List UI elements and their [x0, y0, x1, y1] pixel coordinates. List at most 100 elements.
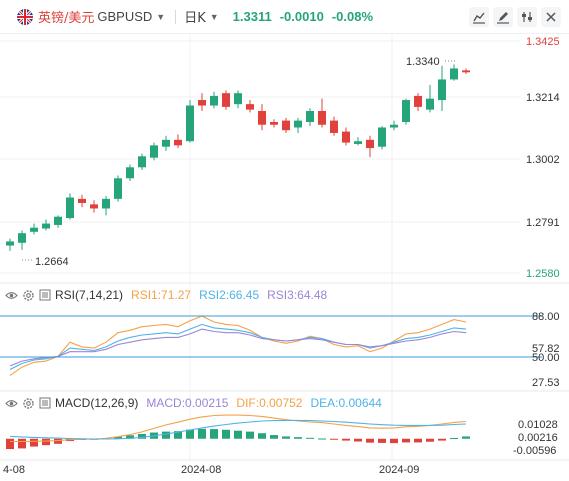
divider	[175, 9, 177, 24]
dea-line	[9, 419, 467, 440]
date-axis-label: 2024-08	[181, 464, 221, 476]
candle-body	[402, 100, 410, 122]
candle-body	[450, 68, 458, 80]
macd-histogram-bar	[234, 430, 242, 439]
candle-body	[390, 124, 398, 128]
candle-body	[18, 233, 26, 243]
price-axis-label: 1.3214	[526, 92, 560, 104]
settings-sliders-icon	[522, 12, 532, 22]
macd-axis-label: 0.01028	[518, 419, 558, 431]
candle-body	[174, 139, 182, 146]
price-change: -0.0010	[279, 9, 324, 24]
macd-histogram-bar	[198, 428, 206, 439]
rsi-axis-label: 27.53	[532, 377, 560, 389]
macd-value: MACD:0.00215	[146, 396, 229, 410]
chevron-down-icon: ▼	[209, 11, 219, 22]
symbol-selector[interactable]: 英镑/美元 GBPUSD ▼	[0, 0, 165, 34]
candle-body	[378, 127, 386, 147]
macd-histogram-bar	[438, 438, 446, 441]
last-price: 1.3311	[232, 9, 272, 24]
candle-body	[282, 120, 290, 131]
toolbar-actions	[469, 7, 561, 27]
macd-histogram-bar	[414, 438, 422, 443]
candle-body	[78, 198, 86, 203]
macd-histogram-bar	[450, 438, 458, 440]
candle-body	[186, 105, 194, 142]
date-axis-label: 2024-09	[379, 464, 419, 476]
macd-label: MACD(12,26,9)	[55, 396, 139, 410]
draw-tool-button[interactable]	[493, 7, 513, 27]
rsi3-value: RSI3:64.48	[267, 288, 328, 302]
rsi-axis-label: 88.00	[532, 311, 560, 323]
candle-body	[318, 111, 326, 125]
indicator-list-icon[interactable]	[38, 288, 52, 302]
rsi-axis-label: 57.82	[532, 343, 560, 355]
macd-histogram-bar	[186, 429, 194, 439]
macd-histogram-bar	[18, 438, 26, 449]
macd-histogram-bar	[162, 431, 170, 439]
macd-histogram-bar	[366, 438, 374, 443]
candle-body	[114, 178, 122, 199]
candle-body	[90, 204, 98, 209]
candle-body	[138, 156, 146, 168]
price-axis-label: 1.3002	[526, 154, 560, 166]
macd-histogram-bar	[402, 438, 410, 443]
macd-histogram-bar	[222, 429, 230, 439]
period-selector[interactable]: 日K ▼	[184, 7, 218, 26]
symbol-name: 英镑/美元	[38, 11, 95, 26]
close-icon	[546, 12, 556, 22]
candle-body	[426, 98, 434, 110]
rsi-header: RSI(7,14,21) RSI1:71.27 RSI2:66.45 RSI3:…	[4, 288, 335, 302]
macd-histogram-bar	[54, 438, 62, 444]
symbol-code: GBPUSD	[97, 9, 153, 24]
rsi-line	[9, 328, 467, 367]
macd-histogram-bar	[114, 436, 122, 439]
macd-axis-label: -0.00596	[513, 445, 556, 457]
candle-body	[162, 139, 170, 147]
indicator-list-icon[interactable]	[38, 396, 52, 410]
gear-icon[interactable]	[21, 396, 35, 410]
line-icon	[473, 12, 485, 24]
macd-histogram-bar	[282, 436, 290, 439]
candle-body	[102, 198, 110, 209]
candle-body	[366, 139, 374, 149]
period-label: 日K	[184, 11, 206, 26]
candle-body	[30, 227, 38, 232]
macd-axis-label: 0.00216	[518, 432, 558, 444]
indicator-settings-button[interactable]	[517, 7, 537, 27]
macd-histogram-bar	[126, 435, 134, 439]
macd-histogram-bar	[138, 433, 146, 439]
candle-body	[6, 241, 14, 246]
macd-histogram-bar	[42, 438, 50, 446]
gear-icon[interactable]	[21, 288, 35, 302]
date-axis-label: 4-08	[3, 464, 25, 476]
macd-histogram-bar	[318, 438, 326, 440]
price-axis-label: 1.2791	[526, 217, 560, 229]
rsi-label: RSI(7,14,21)	[55, 288, 124, 302]
rsi-axis-label: 50.00	[532, 352, 560, 364]
candle-body	[270, 121, 278, 125]
line-tool-button[interactable]	[469, 7, 489, 27]
macd-histogram-bar	[270, 435, 278, 439]
close-chart-button[interactable]	[541, 7, 561, 27]
high-price-marker: 1.3340	[406, 56, 440, 68]
price-change-percent: -0.08%	[331, 9, 374, 24]
candle-body	[414, 95, 422, 107]
macd-histogram-bar	[462, 436, 470, 439]
macd-histogram-bar	[258, 433, 266, 439]
rsi2-value: RSI2:66.45	[199, 288, 260, 302]
macd-histogram-bar	[246, 431, 254, 439]
macd-histogram-bar	[174, 431, 182, 439]
macd-histogram-bar	[6, 438, 14, 450]
eye-icon[interactable]	[4, 396, 18, 410]
candle-body	[306, 111, 314, 122]
chevron-down-icon: ▼	[156, 11, 166, 22]
eye-icon[interactable]	[4, 288, 18, 302]
macd-histogram-bar	[342, 438, 350, 441]
candle-body	[126, 167, 134, 179]
candle-body	[222, 93, 230, 107]
rsi1-value: RSI1:71.27	[131, 288, 192, 302]
candle-body	[234, 93, 242, 105]
macd-histogram-bar	[354, 438, 362, 442]
